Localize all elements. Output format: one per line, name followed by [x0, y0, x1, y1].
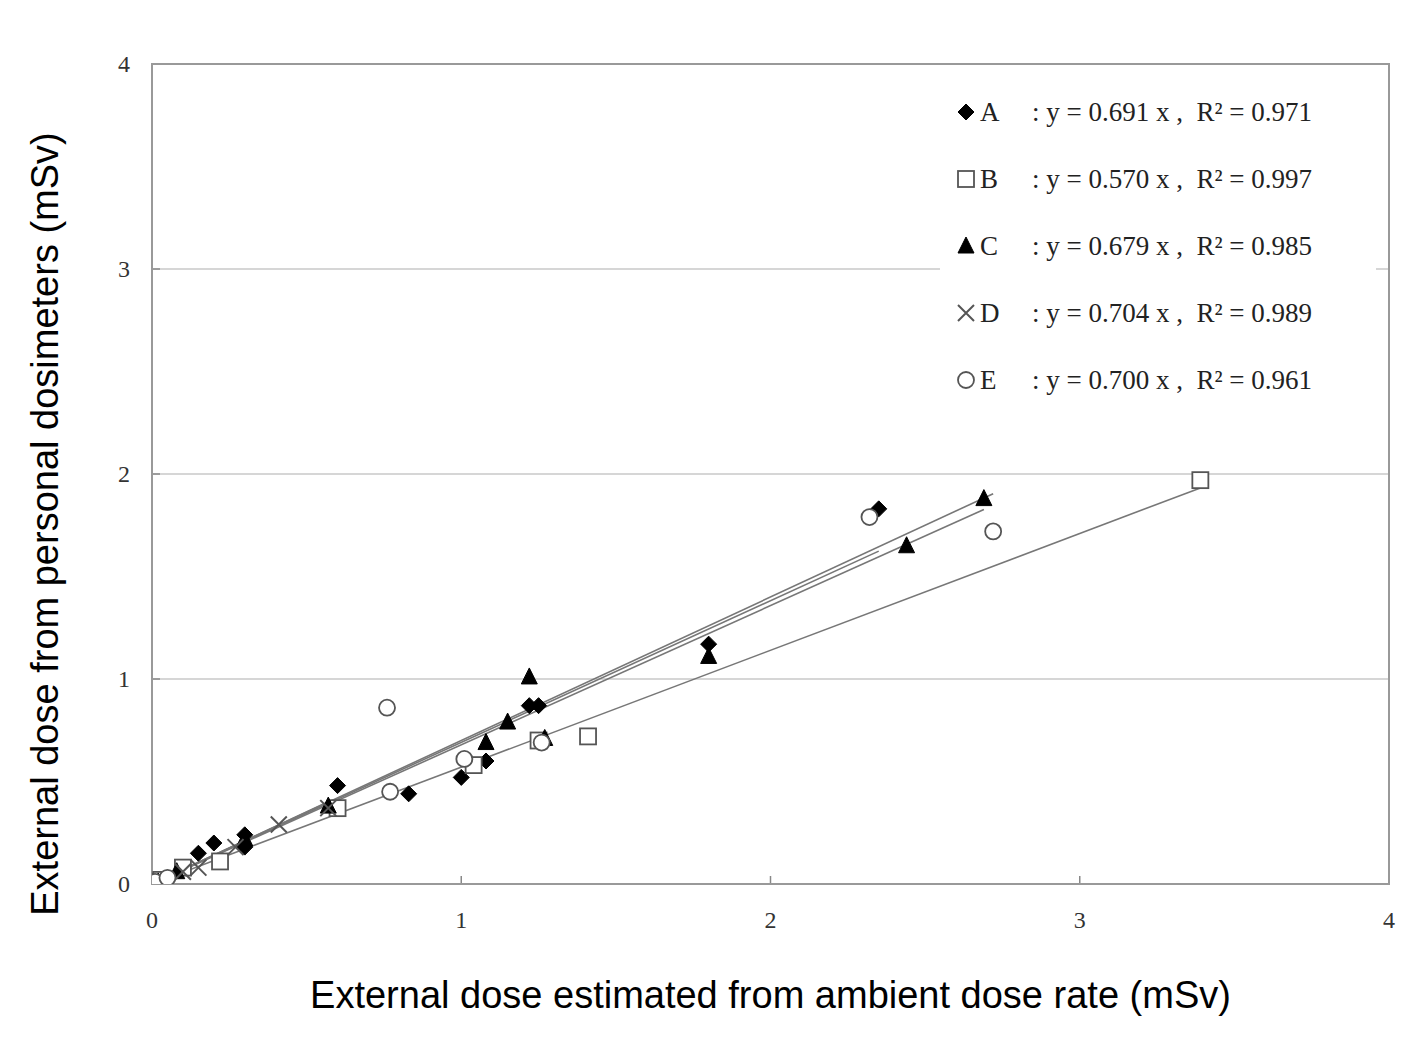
data-point: [159, 870, 175, 884]
tick-mark: [152, 473, 160, 475]
fit-equation: : y = 0.704 x , R² = 0.989: [1032, 298, 1312, 328]
legend-label: E: [980, 365, 997, 395]
series-D: [152, 800, 336, 884]
tick-mark: [152, 678, 160, 680]
data-point: [521, 668, 537, 684]
tick-label: 2: [118, 461, 130, 487]
legend-box: [940, 82, 1376, 427]
fit-line: [152, 510, 984, 884]
data-point: [401, 786, 417, 802]
tick-mark: [1079, 876, 1081, 884]
data-point: [379, 700, 395, 716]
tick-label: 0: [146, 907, 158, 933]
fit-equation: : y = 0.679 x , R² = 0.985: [1032, 231, 1312, 261]
data-point: [175, 864, 191, 880]
tick-mark: [770, 876, 772, 884]
tick-mark: [461, 876, 463, 884]
data-point: [531, 698, 547, 714]
fit-line: [152, 494, 993, 884]
legend-label: C: [980, 231, 998, 261]
data-point: [580, 728, 596, 744]
tick-label: 2: [765, 907, 777, 933]
tick-label: 3: [118, 256, 130, 282]
legend-marker: [958, 171, 974, 187]
data-point: [478, 734, 494, 750]
data-point: [159, 870, 175, 884]
y-axis-label: External dose from personal dosimeters (…: [24, 132, 66, 916]
data-point: [227, 839, 243, 855]
legend-marker: [958, 104, 974, 120]
tick-label: 4: [118, 51, 130, 77]
fit-equation: : y = 0.570 x , R² = 0.997: [1032, 164, 1312, 194]
data-point: [320, 800, 336, 816]
plot-frame: [152, 64, 1389, 884]
series-E: [152, 509, 1001, 884]
legend-label: A: [980, 97, 1000, 127]
series-B: [152, 472, 1208, 884]
legend-marker: [958, 372, 974, 388]
plot-area: [152, 472, 1208, 884]
data-point: [206, 835, 222, 851]
series-C: [152, 490, 992, 884]
data-point: [330, 778, 346, 794]
tick-label: 0: [118, 871, 130, 897]
legend-marker: [958, 237, 974, 253]
tick-label: 4: [1383, 907, 1395, 933]
data-point: [985, 523, 1001, 539]
chart: 0 1 2 3 4 0 1 2 3 4 External dose estimated from a…: [0, 0, 1426, 1044]
fit-equation: : y = 0.691 x , R² = 0.971: [1032, 97, 1312, 127]
data-point: [861, 509, 877, 525]
data-point: [976, 490, 992, 506]
data-point: [500, 713, 516, 729]
fit-equation: : y = 0.700 x , R² = 0.961: [1032, 365, 1312, 395]
data-point: [701, 647, 717, 663]
tick-label: 3: [1074, 907, 1086, 933]
data-point: [534, 735, 550, 751]
data-point: [382, 784, 398, 800]
series-A: [152, 501, 887, 884]
tick-label: 1: [118, 666, 130, 692]
legend-label: B: [980, 164, 998, 194]
grid-line: [152, 678, 1389, 680]
fit-line: [152, 488, 1200, 884]
x-axis-label: External dose estimated from ambient dos…: [310, 974, 1231, 1016]
tick-mark: [152, 268, 160, 270]
data-point: [899, 537, 915, 553]
background: [0, 0, 1426, 1044]
data-point: [212, 853, 228, 869]
data-point: [1192, 472, 1208, 488]
data-point: [190, 845, 206, 861]
tick-label: 1: [455, 907, 467, 933]
data-point: [190, 860, 206, 876]
data-point: [271, 817, 287, 833]
data-point: [456, 751, 472, 767]
legend-marker: [958, 305, 974, 321]
legend: A : y = 0.691 x , R² = 0.971 B : y = 0.570 …: [940, 82, 1376, 427]
legend-label: D: [980, 298, 1000, 328]
data-point: [320, 797, 336, 813]
